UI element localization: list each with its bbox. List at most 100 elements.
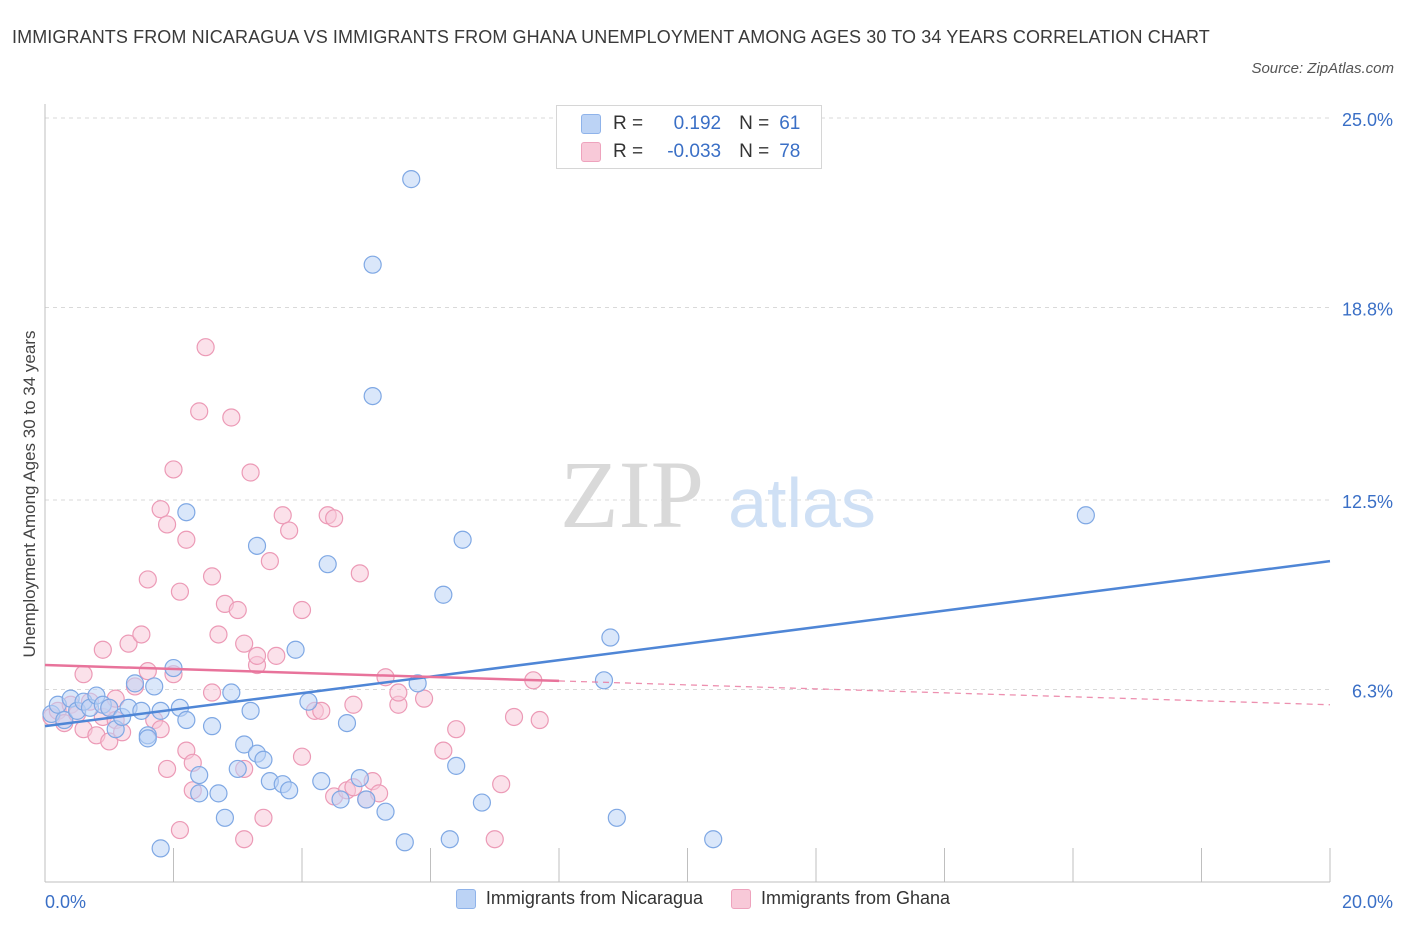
nicaragua-point (222, 683, 241, 702)
nicaragua-point (228, 759, 247, 779)
legend-label: Immigrants from Ghana (761, 888, 951, 908)
nicaragua-point (145, 677, 164, 696)
ghana-point (235, 634, 254, 653)
y-tick-label: 18.8% (1342, 299, 1393, 319)
nicaragua-point (254, 750, 273, 769)
y-tick-label: 6.3% (1352, 681, 1393, 701)
legend-item-ghana[interactable]: Immigrants from Ghana (731, 888, 950, 909)
ghana-point (389, 683, 408, 702)
x-tick-label: 0.0% (45, 892, 86, 912)
nicaragua-point (215, 808, 234, 827)
nicaragua-point (202, 717, 222, 736)
series-legend: Immigrants from Nicaragua Immigrants fro… (0, 888, 1406, 909)
ghana-point (350, 564, 369, 583)
ghana-point (280, 521, 299, 540)
watermark-zip: ZIP (560, 441, 704, 548)
ghana-point (74, 665, 93, 684)
nicaragua-point (286, 640, 305, 659)
nicaragua-swatch (455, 888, 476, 909)
nicaragua-point (363, 255, 382, 274)
ghana-point (273, 506, 292, 525)
ghana-swatch (581, 142, 601, 162)
nicaragua-point (363, 386, 382, 406)
nicaragua-point (125, 674, 145, 693)
ghana-point (247, 646, 267, 665)
nicaragua-point (241, 701, 260, 720)
trend-line-dashed (558, 680, 1331, 706)
ghana-point (312, 701, 331, 720)
ghana-point (267, 646, 286, 665)
ghana-point (196, 338, 215, 357)
n-value: 61 (779, 113, 801, 134)
nicaragua-point (312, 772, 331, 791)
nicaragua-point (132, 701, 151, 720)
source-label: Source: ZipAtlas.com (1251, 60, 1394, 77)
nicaragua-point (402, 170, 421, 189)
ghana-swatch (731, 888, 751, 909)
nicaragua-point (177, 710, 196, 730)
ghana-point (190, 402, 209, 421)
r-label: R = (613, 113, 644, 134)
ghana-point (93, 640, 112, 659)
ghana-point (325, 509, 344, 528)
trend-lines (44, 559, 1331, 728)
ghana-point (434, 741, 453, 760)
ghana-point (119, 634, 138, 653)
nicaragua-point (280, 781, 299, 800)
nicaragua-point (151, 839, 170, 858)
nicaragua-point (190, 765, 209, 785)
ghana-point (138, 662, 157, 681)
ghana-point (492, 775, 511, 794)
ghana-point (164, 460, 183, 479)
trend-line-solid (44, 663, 560, 683)
nicaragua-point (247, 536, 267, 555)
legend-item-nicaragua[interactable]: Immigrants from Nicaragua (455, 888, 703, 909)
nicaragua-point (447, 756, 466, 775)
nicaragua-point (299, 692, 318, 711)
y-axis-label: Unemployment Among Ages 30 to 34 years (20, 331, 39, 658)
nicaragua-point (453, 530, 472, 549)
stat-row-nicaragua: R = 0.192 N = 61 (581, 110, 800, 138)
ghana-point (504, 707, 524, 727)
n-label: N = (739, 113, 770, 134)
ghana-point (228, 600, 247, 620)
ghana-point (202, 567, 222, 586)
ghana-point (292, 600, 312, 620)
nicaragua-swatch (581, 114, 601, 134)
x-tick-label: 20.0% (1342, 892, 1393, 912)
r-label: R = (613, 141, 644, 162)
nicaragua-point (376, 802, 395, 821)
nicaragua-points (42, 170, 1095, 858)
ghana-point (138, 570, 157, 589)
stat-row-ghana: R = -0.033 N = 78 (581, 138, 800, 166)
ghana-points (42, 338, 549, 849)
axes (44, 104, 1331, 883)
ghana-point (530, 710, 549, 730)
y-tick-label: 25.0% (1342, 110, 1393, 130)
chart-title: IMMIGRANTS FROM NICARAGUA VS IMMIGRANTS … (12, 27, 1210, 47)
ghana-point (222, 408, 241, 427)
nicaragua-point (1076, 506, 1095, 525)
ghana-point (485, 830, 504, 849)
nicaragua-point (440, 830, 459, 849)
watermark: ZIP atlas (560, 441, 876, 548)
ghana-point (447, 720, 466, 739)
nicaragua-point (209, 784, 228, 803)
r-value: 0.192 (673, 113, 722, 134)
ghana-point (414, 689, 434, 708)
ghana-point (235, 830, 254, 849)
nicaragua-point (100, 698, 119, 717)
nicaragua-point (601, 628, 620, 647)
ghana-point (254, 808, 273, 827)
ghana-point (292, 747, 312, 766)
nicaragua-point (350, 768, 369, 788)
nicaragua-point (357, 790, 376, 809)
correlation-legend: R = 0.192 N = 61 R = -0.033 N = 78 (556, 105, 822, 169)
watermark-atlas: atlas (728, 464, 876, 542)
tick-labels: 6.3% 12.5% 18.8% 25.0% 0.0% 20.0% (45, 110, 1393, 912)
nicaragua-point (594, 671, 614, 690)
nicaragua-point (434, 585, 453, 604)
y-tick-label: 12.5% (1342, 492, 1393, 512)
legend-label: Immigrants from Nicaragua (485, 888, 703, 908)
